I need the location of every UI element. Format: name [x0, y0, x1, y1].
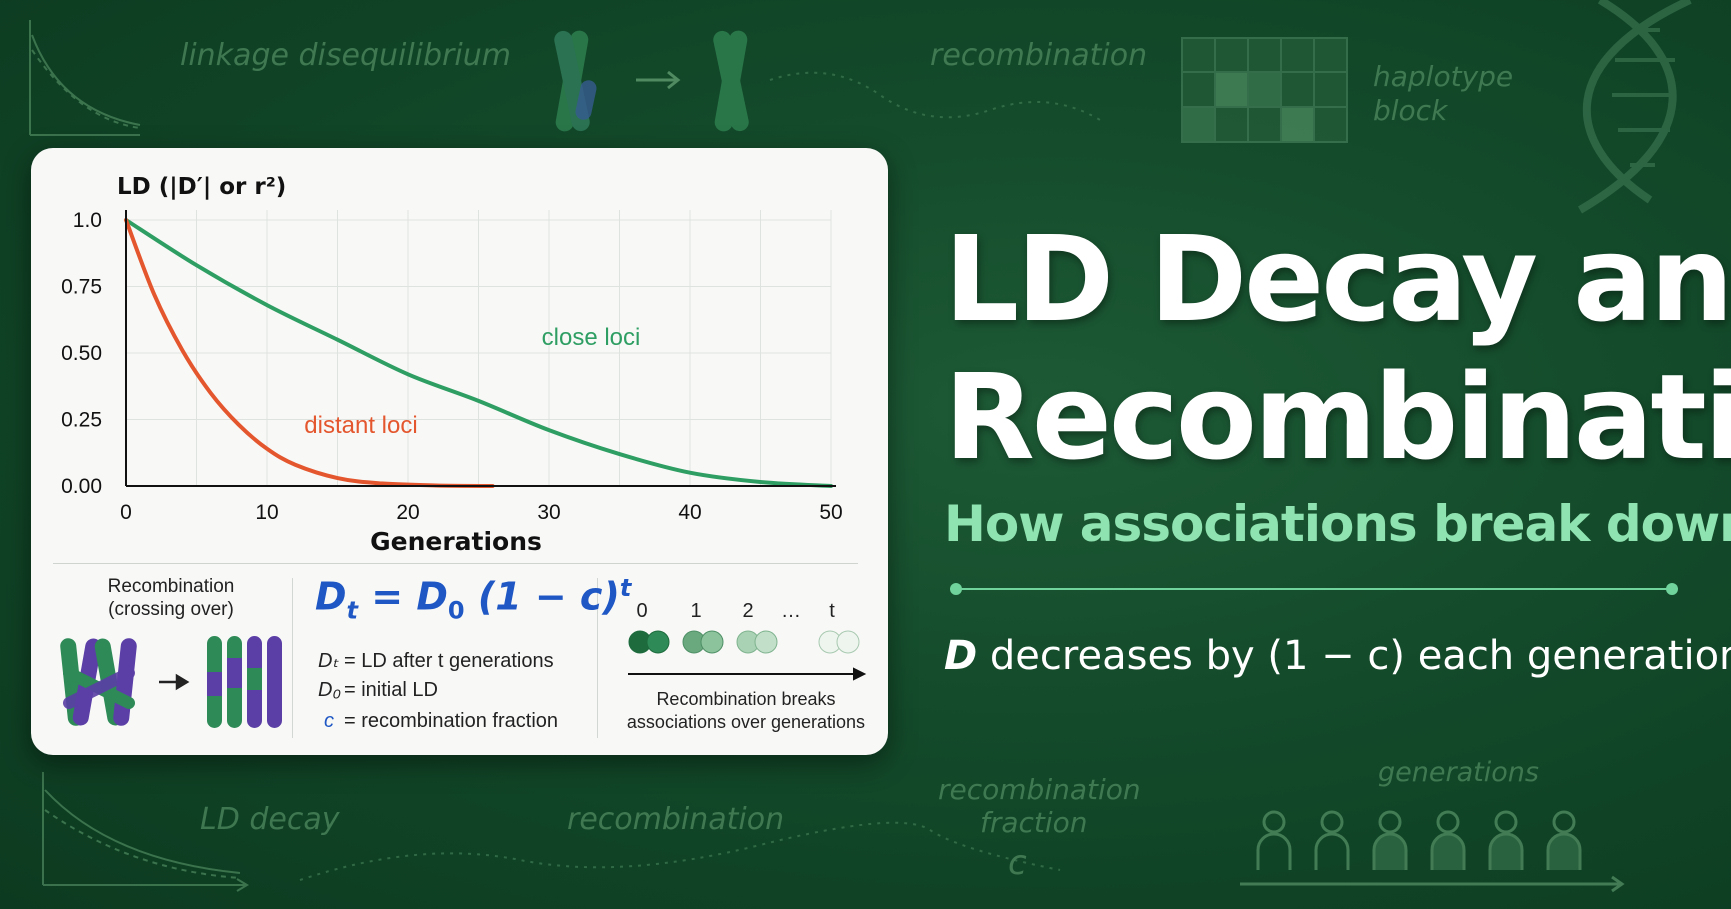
definition-d0-text: = initial LD [344, 679, 438, 701]
definition-dt: Dₜ = LD after t generations [318, 648, 554, 673]
gen-dots-0 [628, 630, 670, 654]
gen-dots-2 [736, 630, 778, 654]
y-tick-label: 0.50 [61, 342, 102, 365]
x-tick-label: 0 [120, 501, 132, 524]
card-divider-horizontal [53, 563, 858, 564]
generation-label-t: t [829, 600, 835, 622]
wave-line-bottom [299, 821, 1061, 881]
x-tick-label: 40 [678, 501, 701, 524]
tagline: D decreases by (1 − c) each generation [944, 633, 1731, 679]
definition-dt-symbol: Dₜ [318, 650, 339, 672]
bg-label-generations: generations [1378, 757, 1539, 788]
chromosome-icon-top-right [713, 30, 749, 132]
gen-dots-t [818, 630, 860, 654]
timeline-arrow [628, 667, 867, 681]
definition-d0-symbol: D₀ [318, 679, 341, 701]
wave-line-top [769, 71, 1101, 121]
dots-caption-line2: associations over generations [626, 712, 866, 733]
ld-decay-chart: 0 10 20 30 40 50 0.00 0.25 0.50 0.75 1.0 LD (|D′| o… [61, 174, 843, 556]
y-tick-label: 0.75 [61, 276, 102, 299]
recombination-title-line1: Recombination [107, 576, 235, 597]
tagline-rest: decreases by (1 − c) each generation [977, 633, 1731, 679]
formula-rhs: D [416, 574, 448, 619]
chart-series [124, 218, 833, 488]
y-tick-label: 0.25 [61, 409, 102, 432]
formula-eq: = [358, 574, 417, 619]
crossed-chromosomes-icon [60, 638, 137, 726]
x-tick-label: 50 [819, 501, 842, 524]
formula-sup: t [619, 574, 632, 602]
bg-label-rec-fraction-1: recombination [938, 773, 1141, 806]
x-tick-label: 10 [255, 501, 278, 524]
series-line-close-loci [124, 218, 833, 488]
arrow-icon [159, 673, 190, 691]
formula-paren: (1 − c) [464, 574, 620, 619]
generation-dots [628, 630, 867, 681]
main-title-line2: Recombination [944, 348, 1731, 486]
x-axis-title: Generations [370, 527, 542, 556]
bg-label-ld-decay: LD decay [200, 802, 340, 837]
dna-helix-icon [1577, 0, 1692, 214]
definition-c-text: = recombination fraction [344, 710, 559, 732]
gen-dots-1 [682, 630, 724, 654]
y-tick-label: 1.0 [73, 209, 102, 232]
bg-label-recombination-bottom: recombination [567, 802, 785, 837]
arrow-icon-top [636, 70, 681, 90]
dots-caption-line1: Recombination breaks [656, 689, 836, 709]
x-tick-label: 20 [396, 501, 419, 524]
y-axis-title: LD (|D′| or r²) [117, 174, 286, 200]
recombination-title-line2: (crossing over) [108, 598, 234, 620]
bg-label-rec-fraction-2: fraction [980, 806, 1088, 839]
chromosome-icon-top [554, 30, 597, 132]
series-label-close-loci: close loci [542, 324, 641, 351]
main-title-line1: LD Decay and [944, 210, 1731, 348]
subtitle: How associations break down [944, 495, 1731, 553]
formula-lhs-sub: t [346, 596, 359, 625]
mini-decay-chart-bottom-left [42, 772, 249, 892]
series-label-distant-loci: distant loci [304, 412, 417, 439]
bg-label-recombination-top: recombination [930, 38, 1148, 73]
definition-d0: D₀ = initial LD [318, 679, 438, 702]
definition-c-symbol: c [324, 710, 334, 732]
formula-lhs: D [315, 574, 347, 619]
mini-decay-chart-top-left [29, 20, 141, 136]
x-tick-label: 30 [537, 501, 560, 524]
bg-label-block: block [1373, 94, 1448, 127]
chart-grid [126, 210, 832, 486]
crossing-over-illustration [60, 636, 282, 728]
definition-dt-text: = LD after t generations [344, 650, 554, 672]
recombination-title: Recombination (crossing over) [61, 576, 281, 622]
dots-caption: Recombination breaks associations over g… [611, 688, 881, 735]
bg-label-linkage: linkage disequilibrium [180, 38, 511, 73]
y-tick-label: 0.00 [61, 475, 102, 498]
chart-axes [125, 210, 836, 487]
generation-label-2: 2 [742, 600, 754, 622]
tagline-d: D [944, 633, 978, 679]
subtitle-divider [950, 583, 1678, 595]
bg-label-rec-fraction-c: c [1008, 843, 1027, 883]
card-divider-right [597, 578, 598, 738]
generation-label-ellipsis: … [781, 600, 801, 622]
formula-rhs-sub: 0 [447, 596, 465, 625]
generation-label-1: 1 [690, 600, 702, 622]
haplotype-block-grid [1181, 37, 1348, 143]
definition-c: c = recombination fraction [318, 710, 558, 733]
bg-label-haplotype: haplotype [1373, 60, 1514, 93]
generation-label-0: 0 [636, 600, 648, 622]
chart-card: 0 10 20 30 40 50 0.00 0.25 0.50 0.75 1.0 LD (|D′| o… [31, 148, 888, 755]
card-divider-left [292, 578, 293, 738]
chart-labels: 0 10 20 30 40 50 0.00 0.25 0.50 0.75 1.0 LD (|D′| o… [61, 174, 843, 556]
recombinant-chromosomes-icon [207, 636, 282, 728]
decay-formula: Dt = D0 (1 − c)t [315, 574, 631, 624]
generations-people-icon [1240, 810, 1625, 893]
series-line-distant-loci [124, 218, 495, 488]
